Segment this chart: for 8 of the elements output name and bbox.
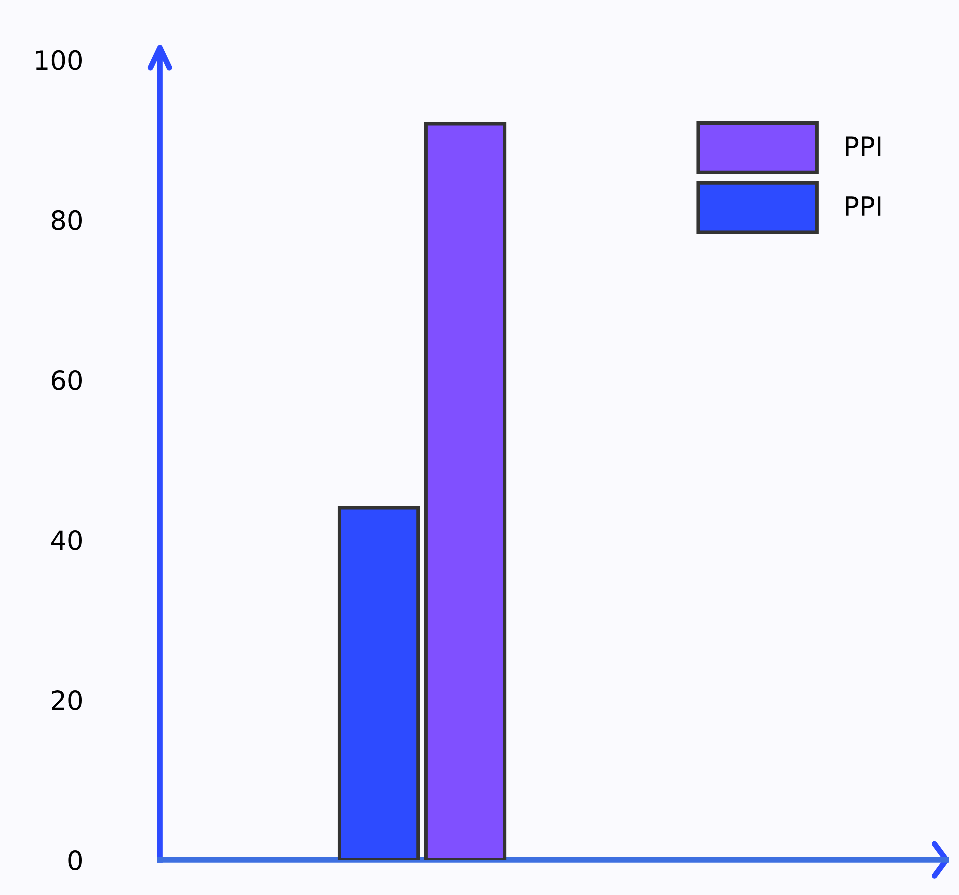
legend-label: PPI — [846, 196, 881, 216]
y-tick-label: 40 — [51, 530, 82, 550]
y-tick-label: 20 — [52, 690, 82, 710]
legend-label: PPI — [846, 136, 881, 156]
y-tick-label: 80 — [52, 210, 82, 230]
y-tick-label: 0 — [68, 850, 82, 870]
y-tick-label: 100 — [36, 50, 82, 70]
y-tick-label: 60 — [52, 370, 82, 390]
